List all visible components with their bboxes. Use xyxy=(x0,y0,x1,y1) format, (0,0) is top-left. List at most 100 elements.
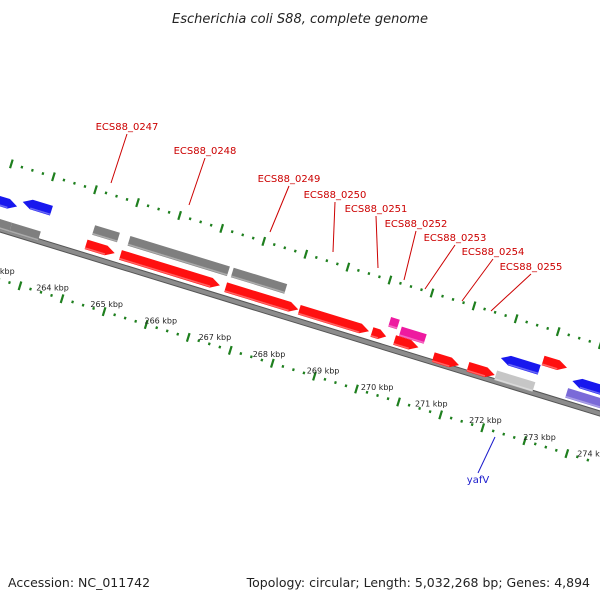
map-title: Escherichia coli S88, complete genome xyxy=(172,12,428,27)
upper-tick-mark xyxy=(116,195,117,197)
lower-tick-mark xyxy=(30,288,31,290)
upper-tick-mark xyxy=(148,205,149,207)
scale-label: 274 kbp xyxy=(577,449,600,458)
upper-tick-mark xyxy=(242,234,243,236)
gene-label-ECS88_0255[interactable]: ECS88_0255 xyxy=(500,262,563,273)
upper-tick-mark xyxy=(568,334,569,336)
upper-tick-mark xyxy=(295,250,296,252)
genome-summary: Topology: circular; Length: 5,032,268 bp… xyxy=(246,575,590,590)
lower-tick-mark xyxy=(251,356,252,358)
upper-tick-mark xyxy=(505,314,506,316)
lower-tick-mark xyxy=(283,365,284,367)
scale-label: 269 kbp xyxy=(307,366,340,375)
lower-tick-mark xyxy=(377,394,378,396)
lower-tick-mark xyxy=(219,346,220,348)
lower-tick-mark xyxy=(451,417,452,419)
lower-tick-mark xyxy=(587,459,588,461)
lower-tick-mark xyxy=(125,317,126,319)
upper-tick-mark xyxy=(579,337,580,339)
lower-tick-mark xyxy=(304,372,305,374)
gene-label-ECS88_0250[interactable]: ECS88_0250 xyxy=(304,190,367,201)
upper-tick-mark xyxy=(211,224,212,226)
lower-tick-mark xyxy=(335,381,336,383)
upper-tick-mark xyxy=(358,269,359,271)
upper-tick-mark xyxy=(253,237,254,239)
lower-tick-mark xyxy=(209,343,210,345)
gene-label-ECS88_0247[interactable]: ECS88_0247 xyxy=(96,122,159,133)
upper-tick-mark xyxy=(453,298,454,300)
gene-label-ECS88_0253[interactable]: ECS88_0253 xyxy=(424,233,487,244)
lower-tick-mark xyxy=(545,446,546,448)
lower-tick-mark xyxy=(114,314,115,316)
upper-tick-mark xyxy=(284,247,285,249)
upper-tick-mark xyxy=(589,340,590,342)
lower-tick-mark xyxy=(261,359,262,361)
lower-tick-mark xyxy=(135,320,136,322)
lower-tick-mark xyxy=(430,410,431,412)
lower-tick-mark xyxy=(51,294,52,296)
scale-label: 271 kbp xyxy=(415,400,448,409)
lower-tick-mark xyxy=(535,443,536,445)
upper-tick-mark xyxy=(484,308,485,310)
gene-label-yafV[interactable]: yafV xyxy=(467,475,490,486)
lower-tick-mark xyxy=(177,333,178,335)
upper-tick-mark xyxy=(442,295,443,297)
upper-tick-mark xyxy=(274,243,275,245)
lower-tick-mark xyxy=(461,420,462,422)
scale-label: 270 kbp xyxy=(361,383,394,392)
upper-tick-mark xyxy=(190,218,191,220)
scale-label: 268 kbp xyxy=(253,350,286,359)
upper-tick-mark xyxy=(21,166,22,168)
scale-label: 265 kbp xyxy=(90,300,123,309)
scale-label: 273 kbp xyxy=(523,433,556,442)
upper-tick-mark xyxy=(169,211,170,213)
lower-tick-mark xyxy=(167,330,168,332)
lower-tick-mark xyxy=(240,352,241,354)
lower-tick-mark xyxy=(493,430,494,432)
lower-tick-mark xyxy=(346,385,347,387)
upper-tick-mark xyxy=(537,324,538,326)
upper-tick-mark xyxy=(158,208,159,210)
gene-label-ECS88_0254[interactable]: ECS88_0254 xyxy=(462,247,525,258)
gene-label-ECS88_0248[interactable]: ECS88_0248 xyxy=(174,146,237,157)
upper-tick-mark xyxy=(64,179,65,181)
lower-tick-mark xyxy=(514,436,515,438)
upper-tick-mark xyxy=(43,172,44,174)
upper-tick-mark xyxy=(369,272,370,274)
lower-tick-mark xyxy=(503,433,504,435)
scale-label: 263 kbp xyxy=(0,267,15,276)
gene-label-ECS88_0252[interactable]: ECS88_0252 xyxy=(385,219,448,230)
upper-tick-mark xyxy=(421,288,422,290)
upper-tick-mark xyxy=(411,285,412,287)
lower-tick-mark xyxy=(72,301,73,303)
lower-tick-mark xyxy=(556,449,557,451)
lower-tick-mark xyxy=(156,326,157,328)
lower-tick-mark xyxy=(409,404,410,406)
upper-tick-mark xyxy=(463,301,464,303)
lower-tick-mark xyxy=(325,378,326,380)
upper-tick-mark xyxy=(547,327,548,329)
upper-tick-mark xyxy=(85,185,86,187)
lower-tick-mark xyxy=(83,304,84,306)
accession-label: Accession: NC_011742 xyxy=(8,575,150,590)
lower-tick-mark xyxy=(388,397,389,399)
upper-tick-mark xyxy=(232,230,233,232)
upper-tick-mark xyxy=(200,221,201,223)
scale-label: 272 kbp xyxy=(469,416,502,425)
scale-label: 266 kbp xyxy=(144,317,177,326)
upper-tick-mark xyxy=(379,276,380,278)
upper-tick-mark xyxy=(316,256,317,258)
upper-tick-mark xyxy=(326,259,327,261)
upper-tick-mark xyxy=(400,282,401,284)
gene-label-ECS88_0249[interactable]: ECS88_0249 xyxy=(258,174,321,185)
upper-tick-mark xyxy=(106,192,107,194)
upper-tick-mark xyxy=(127,198,128,200)
lower-tick-mark xyxy=(9,281,10,283)
upper-tick-mark xyxy=(32,169,33,171)
upper-tick-mark xyxy=(337,263,338,265)
upper-tick-mark xyxy=(526,321,527,323)
lower-tick-mark xyxy=(293,368,294,370)
gene-label-ECS88_0251[interactable]: ECS88_0251 xyxy=(345,204,408,215)
